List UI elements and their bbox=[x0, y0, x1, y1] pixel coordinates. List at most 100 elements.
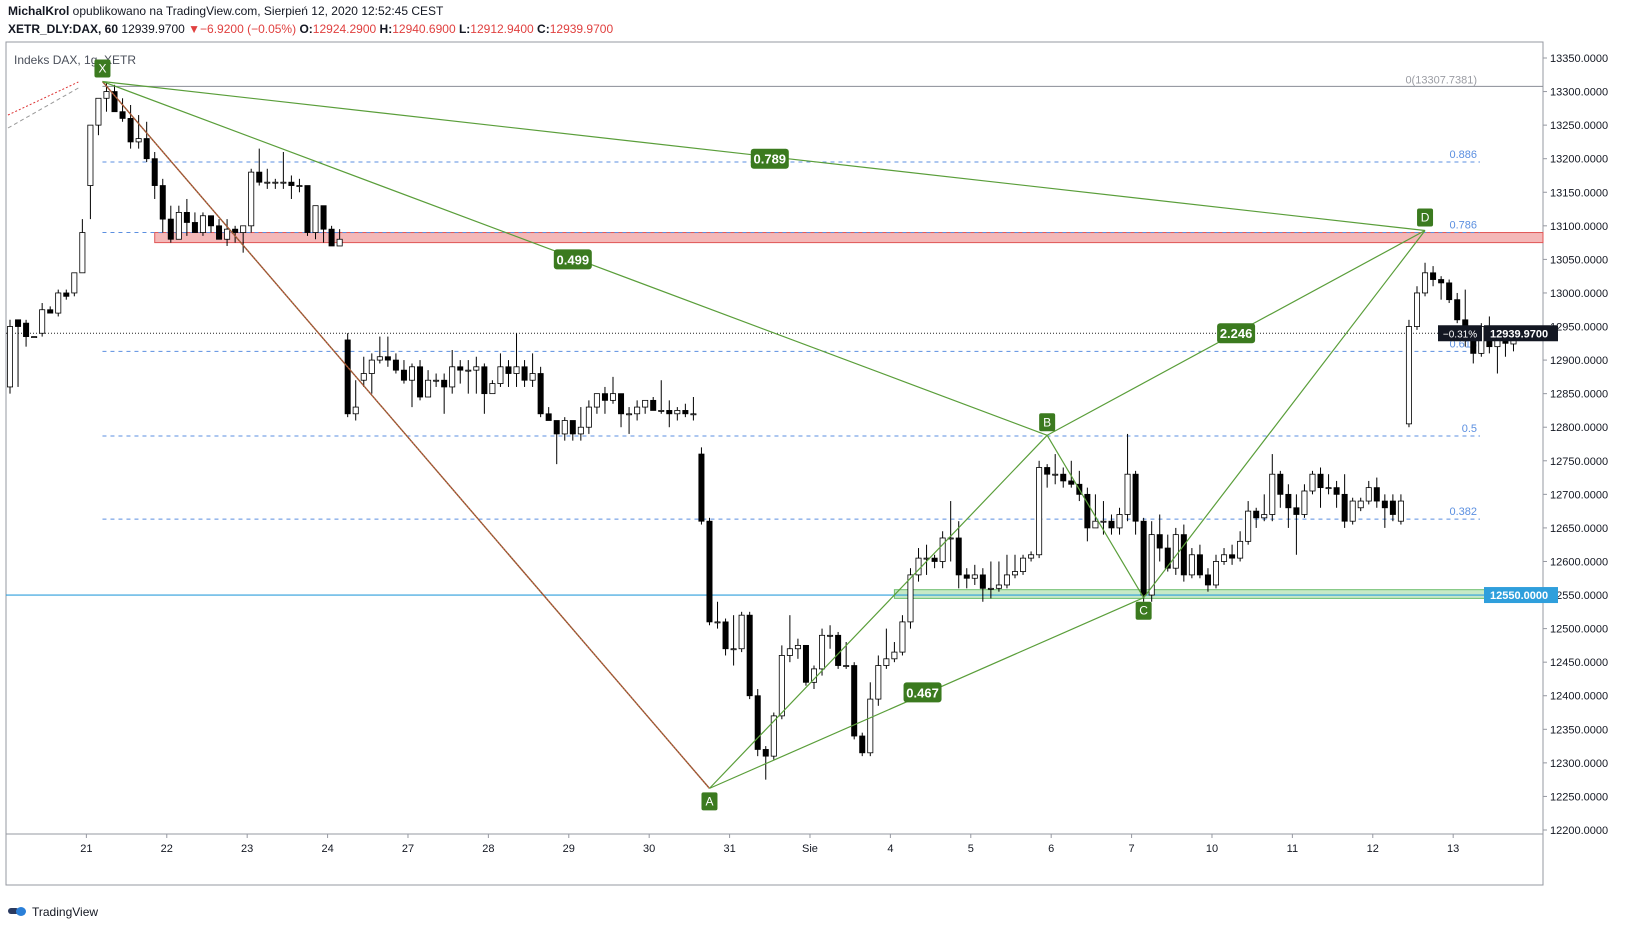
candle-down bbox=[417, 366, 424, 398]
candle-up bbox=[449, 366, 456, 388]
candle-down bbox=[288, 181, 295, 186]
candle-down bbox=[706, 520, 713, 623]
trend-line-gray bbox=[7, 87, 79, 129]
candle-up bbox=[1052, 473, 1059, 476]
candle-down bbox=[1389, 500, 1396, 515]
candle-up bbox=[272, 181, 279, 184]
fib-level-label: 0.618 bbox=[1449, 338, 1477, 350]
candle-up bbox=[1245, 510, 1252, 542]
candle-down bbox=[1293, 507, 1300, 515]
candle-up bbox=[425, 379, 432, 398]
candle-up bbox=[626, 413, 633, 416]
ratio-label: 0.467 bbox=[906, 685, 939, 700]
candle-up bbox=[264, 181, 271, 184]
x-axis-label: 27 bbox=[402, 843, 414, 855]
candle-down bbox=[63, 292, 70, 297]
candle-down bbox=[1333, 487, 1340, 495]
ratio-badge bbox=[750, 148, 789, 169]
pattern-point-label: C bbox=[1139, 604, 1148, 618]
candle-up bbox=[280, 181, 287, 184]
fib-level-label: 0.786 bbox=[1449, 220, 1477, 232]
candle-down bbox=[127, 118, 134, 143]
fib-level-label: 0.382 bbox=[1449, 506, 1477, 518]
candle-up bbox=[368, 359, 375, 374]
fib-level-label: 0.5 bbox=[1462, 423, 1477, 435]
candle-up bbox=[1020, 557, 1027, 572]
candle-up bbox=[770, 715, 777, 757]
symbol-info: XETR_DLY:DAX, 60 12939.9700 ▼−6.9200 (−0… bbox=[8, 22, 613, 36]
low-value: 12912.9400 bbox=[470, 22, 534, 36]
chart-header: MichalKrol opublikowano na TradingView.c… bbox=[0, 0, 1627, 42]
candle-up bbox=[738, 614, 745, 650]
author-name[interactable]: MichalKrol bbox=[8, 4, 70, 18]
candle-up bbox=[794, 644, 801, 650]
close-label: C: bbox=[537, 22, 550, 36]
candle-up bbox=[987, 587, 994, 590]
candle-down bbox=[1470, 339, 1477, 354]
y-axis-label: 12250.0000 bbox=[1550, 791, 1608, 803]
y-axis-label: 12850.0000 bbox=[1550, 389, 1608, 401]
candle-down bbox=[481, 366, 488, 395]
ratio-label: 0.789 bbox=[754, 152, 787, 167]
candle-down bbox=[441, 379, 448, 388]
candle-down bbox=[931, 557, 938, 562]
candle-up bbox=[513, 366, 520, 374]
x-axis-label: 4 bbox=[887, 843, 893, 855]
candle-up bbox=[714, 621, 721, 624]
x-axis-label: 5 bbox=[968, 843, 974, 855]
candle-up bbox=[360, 373, 367, 381]
candle-up bbox=[312, 205, 319, 233]
support-zone bbox=[893, 589, 1544, 599]
y-axis-label: 12400.0000 bbox=[1550, 691, 1608, 703]
candle-up bbox=[87, 124, 94, 186]
y-axis-label: 13300.0000 bbox=[1550, 87, 1608, 99]
tradingview-logo[interactable]: TradingView bbox=[8, 905, 98, 919]
ratio-label: 0.499 bbox=[557, 252, 590, 267]
candle-down bbox=[666, 410, 673, 415]
candle-up bbox=[593, 393, 600, 408]
candle-down bbox=[328, 228, 335, 247]
pattern-leg-ab bbox=[709, 434, 1048, 789]
high-value: 12940.6900 bbox=[392, 22, 456, 36]
candle-up bbox=[585, 406, 592, 428]
candle-up bbox=[1261, 514, 1268, 519]
candle-down bbox=[159, 185, 166, 220]
candle-down bbox=[151, 158, 158, 186]
candle-down bbox=[1132, 473, 1139, 522]
x-axis-label: 7 bbox=[1129, 843, 1135, 855]
candle-down bbox=[1204, 574, 1211, 586]
candle-down bbox=[963, 574, 970, 579]
y-axis-label: 13350.0000 bbox=[1550, 53, 1608, 65]
chart-title: Indeks DAX, 1g, XETR bbox=[14, 53, 136, 67]
price-tag-label: 12939.9700 bbox=[1490, 328, 1548, 340]
y-axis-label: 12650.0000 bbox=[1550, 523, 1608, 535]
candle-down bbox=[1454, 299, 1461, 321]
x-axis-label: 10 bbox=[1206, 843, 1218, 855]
high-label: H: bbox=[379, 22, 393, 36]
x-axis-label: 31 bbox=[723, 843, 735, 855]
price-tag-label: 12550.0000 bbox=[1490, 590, 1548, 602]
candle-down bbox=[955, 537, 962, 576]
candle-up bbox=[95, 97, 102, 126]
candle-down bbox=[521, 366, 528, 381]
candle-up bbox=[175, 211, 182, 240]
y-axis-label: 13050.0000 bbox=[1550, 254, 1608, 266]
candle-up bbox=[1325, 487, 1332, 490]
candle-up bbox=[1349, 500, 1356, 522]
open-label: O: bbox=[299, 22, 313, 36]
candle-up bbox=[827, 634, 834, 637]
ratio-badge bbox=[553, 249, 592, 270]
ratio-badge bbox=[1217, 323, 1256, 344]
candle-up bbox=[1028, 554, 1035, 559]
pattern-leg-cd bbox=[1143, 230, 1426, 599]
candle-down bbox=[47, 309, 54, 314]
candle-down bbox=[183, 211, 190, 223]
candle-down bbox=[232, 228, 239, 233]
candle-up bbox=[199, 215, 206, 233]
y-axis-label: 13150.0000 bbox=[1550, 187, 1608, 199]
symbol-name[interactable]: XETR_DLY:DAX, 60 bbox=[8, 22, 119, 36]
candle-up bbox=[995, 584, 1002, 589]
pattern-point-label: D bbox=[1421, 211, 1430, 225]
pattern-point-badge bbox=[1417, 208, 1434, 227]
